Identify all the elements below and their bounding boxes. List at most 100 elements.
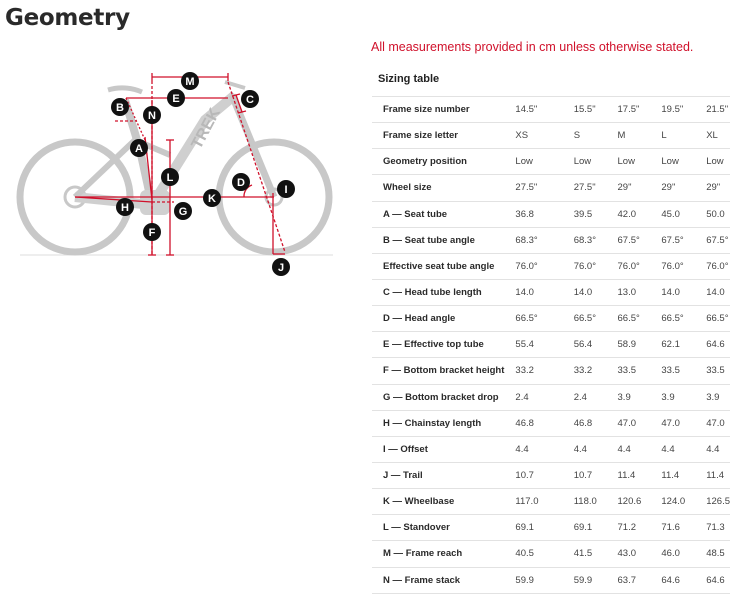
cell-value: L <box>661 122 707 150</box>
marker-label: A <box>135 143 143 155</box>
cell-value: 3.9 <box>661 384 707 411</box>
cell-value: 56.4 <box>573 331 618 359</box>
marker-h: H <box>116 198 134 216</box>
cell-value: Low <box>617 148 662 176</box>
marker-label: M <box>185 76 194 88</box>
cell-value: 68.3° <box>573 227 618 254</box>
row-label: I — Offset <box>372 436 505 463</box>
cell-value: 33.5 <box>661 357 707 385</box>
cell-value: 2.4 <box>504 384 574 411</box>
marker-e: E <box>167 89 185 107</box>
marker-label: J <box>278 262 284 274</box>
cell-value: 71.2 <box>617 514 662 542</box>
cell-value: 67.5° <box>661 227 707 254</box>
table-row: Frame size letter XS S M L XL <box>372 122 730 150</box>
marker-label: B <box>116 102 124 114</box>
cell-value: 46.0 <box>661 540 707 568</box>
cell-value: Low <box>661 148 707 176</box>
cell-value: 50.0 <box>706 201 730 228</box>
cell-value: 71.3 <box>706 514 730 542</box>
cell-value: 66.5° <box>706 305 730 333</box>
row-label: H — Chainstay length <box>372 410 505 437</box>
marker-f: F <box>143 223 161 241</box>
marker-label: K <box>208 193 216 205</box>
cell-value: 19.5" <box>661 97 707 124</box>
cell-value: 11.4 <box>661 462 707 490</box>
cell-value: 11.4 <box>617 462 662 490</box>
marker-l: L <box>161 168 179 186</box>
table-row: J — Trail 10.7 10.7 11.4 11.4 11.4 <box>372 462 730 490</box>
marker-label: F <box>149 227 156 239</box>
marker-a: A <box>130 139 148 157</box>
row-label: Geometry position <box>372 148 505 176</box>
cell-value: 64.6 <box>661 567 707 594</box>
cell-value: XS <box>504 122 574 150</box>
cell-value: 27.5" <box>573 174 618 202</box>
cell-value: 63.7 <box>617 567 662 594</box>
cell-value: 45.0 <box>661 201 707 228</box>
cell-value: 42.0 <box>617 201 662 228</box>
cell-value: 48.5 <box>706 540 730 568</box>
marker-j: J <box>272 258 290 276</box>
marker-label: C <box>246 94 254 106</box>
marker-k: K <box>203 189 221 207</box>
table-row: Effective seat tube angle 76.0° 76.0° 76.0°… <box>372 253 730 280</box>
row-label: J — Trail <box>372 462 505 490</box>
cell-value: 17.5" <box>617 97 662 124</box>
table-row: Frame size number 14.5" 15.5" 17.5" 19.5" 21.… <box>372 97 730 124</box>
cell-value: 11.4 <box>706 462 730 490</box>
table-row: H — Chainstay length 46.8 46.8 47.0 47.0 47.0 <box>372 410 730 437</box>
cell-value: 76.0° <box>706 253 730 280</box>
row-label: Frame size letter <box>372 122 505 150</box>
table-row: A — Seat tube 36.8 39.5 42.0 45.0 50.0 <box>372 201 730 228</box>
table-row: I — Offset 4.4 4.4 4.4 4.4 4.4 <box>372 436 730 463</box>
cell-value: 59.9 <box>573 567 618 594</box>
cell-value: Low <box>504 148 574 176</box>
cell-value: Low <box>573 148 618 176</box>
row-label: A — Seat tube <box>372 201 505 228</box>
cell-value: 4.4 <box>706 436 730 463</box>
cell-value: 2.4 <box>573 384 618 411</box>
cell-value: 76.0° <box>661 253 707 280</box>
cell-value: 46.8 <box>504 410 574 437</box>
cell-value: 13.0 <box>617 279 662 307</box>
marker-n: N <box>143 106 161 124</box>
table-row: D — Head angle 66.5° 66.5° 66.5° 66.5° 66.5° <box>372 305 730 333</box>
row-label: Effective seat tube angle <box>372 253 505 280</box>
row-label: B — Seat tube angle <box>372 227 505 254</box>
marker-label: G <box>179 206 188 218</box>
marker-label: N <box>148 110 156 122</box>
marker-i: I <box>277 180 295 198</box>
cell-value: 3.9 <box>706 384 730 411</box>
cell-value: 59.9 <box>504 567 574 594</box>
marker-d: D <box>232 173 250 191</box>
sizing-table: Sizing table Frame size number 14.5" 15.5"… <box>372 66 730 594</box>
cell-value: 4.4 <box>573 436 618 463</box>
row-label: E — Effective top tube <box>372 331 505 359</box>
marker-label: I <box>284 184 287 196</box>
cell-value: 47.0 <box>617 410 662 437</box>
cell-value: 67.5° <box>706 227 730 254</box>
cell-value: 4.4 <box>504 436 574 463</box>
cell-value: 21.5" <box>706 97 730 124</box>
table-row: L — Standover 69.1 69.1 71.2 71.6 71.3 <box>372 514 730 542</box>
cell-value: 36.8 <box>504 201 574 228</box>
table-row: E — Effective top tube 55.4 56.4 58.9 62.1 64… <box>372 331 730 359</box>
table-row: C — Head tube length 14.0 14.0 13.0 14.0 14.0 <box>372 279 730 307</box>
cell-value: XL <box>706 122 730 150</box>
row-label: K — Wheelbase <box>372 488 505 516</box>
cell-value: 66.5° <box>573 305 618 333</box>
cell-value: 33.2 <box>504 357 574 385</box>
row-label: Wheel size <box>372 174 505 202</box>
table-row: Wheel size 27.5" 27.5" 29" 29" 29" <box>372 174 730 202</box>
cell-value: 40.5 <box>504 540 574 568</box>
row-label: F — Bottom bracket height <box>372 357 505 385</box>
cell-value: 64.6 <box>706 331 730 359</box>
cell-value: 10.7 <box>573 462 618 490</box>
table-row: B — Seat tube angle 68.3° 68.3° 67.5° 67.5° 6… <box>372 227 730 254</box>
cell-value: 124.0 <box>661 488 707 516</box>
cell-value: 47.0 <box>706 410 730 437</box>
cell-value: M <box>617 122 662 150</box>
bike-illustration <box>16 80 333 256</box>
